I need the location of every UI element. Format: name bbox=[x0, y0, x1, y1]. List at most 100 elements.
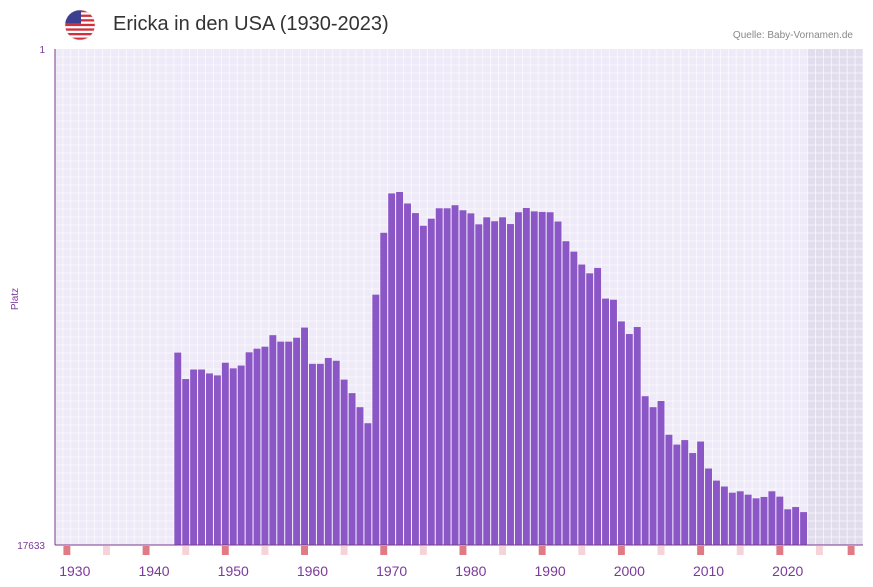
bar bbox=[221, 362, 229, 545]
bar bbox=[364, 423, 372, 545]
x-tick-label: 1930 bbox=[59, 563, 90, 579]
bar bbox=[752, 498, 760, 545]
bar bbox=[578, 264, 586, 545]
bar bbox=[483, 217, 491, 546]
bar bbox=[633, 327, 641, 545]
year-marker-strong bbox=[301, 546, 308, 555]
bar bbox=[308, 363, 316, 545]
bar bbox=[475, 224, 483, 545]
bar bbox=[435, 208, 443, 545]
bar bbox=[736, 491, 744, 545]
year-marker-light bbox=[261, 546, 269, 555]
year-marker-light bbox=[419, 546, 427, 555]
bar bbox=[340, 379, 348, 545]
bar bbox=[514, 212, 522, 545]
bar bbox=[467, 213, 475, 546]
bar bbox=[261, 346, 269, 545]
bar bbox=[689, 453, 697, 545]
bar bbox=[198, 369, 206, 545]
bar bbox=[681, 440, 689, 545]
bar bbox=[253, 348, 261, 545]
bar bbox=[776, 496, 784, 545]
bar bbox=[269, 335, 277, 545]
bar bbox=[641, 396, 649, 545]
year-marker-strong bbox=[617, 546, 625, 555]
bar bbox=[324, 357, 332, 545]
bar bbox=[522, 208, 530, 545]
year-marker-strong bbox=[221, 546, 229, 555]
bar bbox=[720, 486, 728, 545]
bar bbox=[356, 407, 364, 545]
source-label: Quelle: Baby-Vornamen.de bbox=[732, 30, 853, 41]
bar bbox=[190, 369, 198, 545]
bar bbox=[443, 208, 451, 545]
bar bbox=[800, 512, 808, 545]
bar bbox=[277, 341, 285, 545]
bar bbox=[174, 352, 182, 545]
bar bbox=[459, 210, 467, 545]
year-marker-light bbox=[815, 546, 823, 555]
bar bbox=[538, 211, 546, 545]
bar bbox=[396, 191, 404, 545]
year-marker-light bbox=[182, 546, 190, 555]
bar bbox=[316, 363, 324, 545]
bar bbox=[546, 212, 554, 545]
bar bbox=[348, 393, 356, 545]
year-marker-light bbox=[578, 546, 586, 555]
bar bbox=[602, 298, 610, 545]
x-tick-label: 1990 bbox=[535, 563, 566, 579]
bar bbox=[206, 373, 213, 545]
bar bbox=[419, 225, 427, 546]
x-tick-label: 2010 bbox=[693, 563, 724, 579]
year-marker-strong bbox=[142, 546, 150, 555]
bar bbox=[665, 434, 673, 545]
year-marker-strong bbox=[776, 546, 784, 555]
x-tick-label: 2000 bbox=[614, 563, 645, 579]
bar bbox=[427, 218, 435, 545]
y-tick-label-bottom: 17633 bbox=[17, 541, 45, 552]
bar bbox=[625, 334, 633, 545]
year-marker-strong bbox=[697, 546, 705, 555]
bar bbox=[562, 241, 570, 546]
bar bbox=[792, 507, 800, 545]
year-marker-light bbox=[499, 546, 507, 555]
bar bbox=[229, 368, 237, 545]
year-marker-strong bbox=[63, 546, 71, 555]
year-marker-strong bbox=[847, 546, 855, 555]
bar bbox=[705, 468, 712, 545]
usa-flag-icon bbox=[64, 9, 96, 41]
bar bbox=[657, 400, 665, 545]
y-tick-label-top: 1 bbox=[39, 45, 45, 56]
bar bbox=[649, 407, 657, 545]
bar bbox=[697, 441, 705, 545]
bar bbox=[451, 205, 459, 545]
bar bbox=[499, 217, 507, 546]
x-tick-label: 1940 bbox=[138, 563, 169, 579]
bar bbox=[245, 352, 253, 545]
bar bbox=[404, 203, 411, 545]
x-tick-label: 1980 bbox=[455, 563, 486, 579]
x-tick-labels: 1930 1940 1950 1960 1970 1980 1990 2000 2010 2020 bbox=[59, 563, 803, 579]
bar bbox=[491, 221, 499, 546]
bar bbox=[768, 491, 776, 545]
x-tick-label: 1970 bbox=[376, 563, 407, 579]
x-tick-label: 1960 bbox=[297, 563, 328, 579]
bar bbox=[372, 294, 380, 545]
bar bbox=[594, 267, 602, 545]
bar bbox=[388, 193, 396, 546]
x-tick-label: 1950 bbox=[218, 563, 249, 579]
year-marker-strong bbox=[380, 546, 388, 555]
bar bbox=[610, 299, 617, 545]
bar bbox=[760, 496, 768, 545]
year-marker-strong bbox=[459, 546, 467, 555]
year-marker-light bbox=[657, 546, 665, 555]
year-marker-light bbox=[340, 546, 348, 555]
bar bbox=[411, 213, 419, 545]
bar bbox=[673, 444, 681, 545]
bar bbox=[213, 375, 221, 545]
bar bbox=[784, 509, 792, 545]
bar bbox=[570, 251, 578, 545]
year-marker-light bbox=[736, 546, 744, 555]
bar bbox=[617, 321, 625, 545]
